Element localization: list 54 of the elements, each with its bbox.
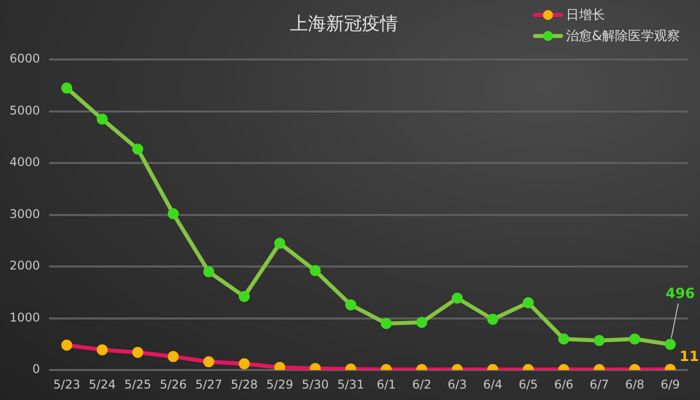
- y-tick-label: 5000: [9, 103, 40, 118]
- x-tick-label: 6/3: [448, 377, 467, 392]
- y-tick-label: 1000: [9, 310, 40, 324]
- point: [310, 265, 321, 276]
- x-tick-label: 6/9: [660, 377, 680, 392]
- x-tick-label: 6/4: [483, 377, 502, 392]
- point: [345, 299, 356, 310]
- point: [132, 144, 144, 155]
- y-tick-label: 6000: [9, 52, 40, 66]
- point: [96, 114, 108, 125]
- y-tick-label: 4000: [9, 155, 40, 170]
- x-tick-label: 6/8: [625, 377, 644, 392]
- point: [238, 291, 250, 302]
- x-tick-label: 5/29: [266, 377, 294, 392]
- point: [132, 346, 144, 358]
- point: [61, 340, 72, 351]
- data-label: 496: [666, 286, 695, 302]
- x-tick-label: 5/28: [230, 377, 258, 392]
- point: [238, 358, 250, 370]
- chart-title: 上海新冠疫情: [290, 13, 398, 34]
- point: [594, 335, 605, 346]
- y-tick-label: 0: [32, 362, 40, 376]
- point: [664, 338, 676, 350]
- point: [61, 82, 72, 94]
- x-tick-label: 5/24: [88, 377, 116, 392]
- x-tick-label: 5/30: [302, 377, 329, 392]
- point: [558, 333, 570, 344]
- x-tick-label: 5/27: [195, 377, 222, 392]
- x-tick-label: 5/26: [160, 377, 187, 392]
- x-tick-label: 5/31: [337, 377, 364, 392]
- point: [203, 356, 214, 368]
- x-tick-label: 6/2: [412, 377, 432, 392]
- x-tick-label: 6/6: [554, 377, 574, 392]
- data-label: 11: [680, 349, 699, 366]
- point: [487, 314, 498, 325]
- x-tick-label: 6/7: [590, 377, 609, 392]
- legend-label: 治愈&解除医学观察: [566, 28, 680, 44]
- point: [203, 266, 214, 278]
- point: [96, 344, 108, 356]
- x-tick-label: 6/1: [376, 377, 396, 392]
- point: [416, 316, 428, 328]
- y-tick-label: 2000: [9, 258, 40, 273]
- y-tick-label: 3000: [9, 206, 40, 221]
- point: [452, 292, 463, 304]
- point: [168, 351, 179, 362]
- point: [168, 208, 179, 220]
- point: [629, 333, 640, 344]
- point: [380, 318, 392, 329]
- point: [522, 297, 534, 308]
- point: [274, 238, 286, 249]
- x-tick-label: 5/23: [53, 377, 80, 392]
- legend-label: 日增长: [566, 6, 605, 24]
- x-tick-label: 6/5: [518, 377, 538, 392]
- x-tick-label: 5/25: [124, 377, 152, 392]
